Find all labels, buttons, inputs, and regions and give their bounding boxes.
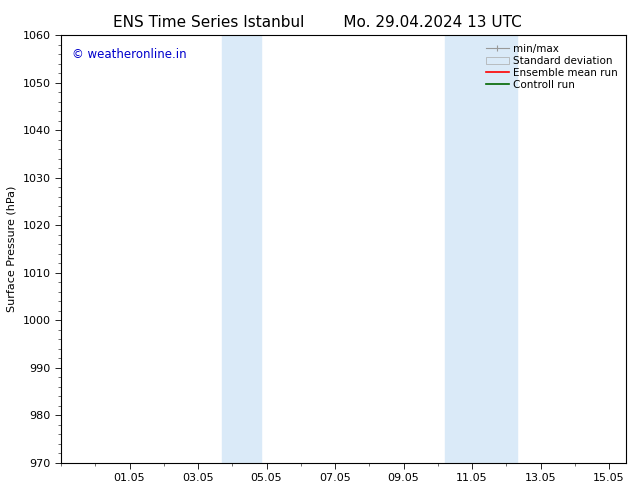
Bar	[467, 35, 517, 463]
Legend: min/max, Standard deviation, Ensemble mean run, Controll run: min/max, Standard deviation, Ensemble me…	[483, 41, 621, 93]
Bar	[243, 35, 261, 463]
Bar	[222, 35, 243, 463]
Text: ENS Time Series Istanbul        Mo. 29.04.2024 13 UTC: ENS Time Series Istanbul Mo. 29.04.2024 …	[113, 15, 521, 30]
Y-axis label: Surface Pressure (hPa): Surface Pressure (hPa)	[7, 186, 17, 312]
Text: © weatheronline.in: © weatheronline.in	[72, 48, 187, 61]
Bar	[444, 35, 467, 463]
